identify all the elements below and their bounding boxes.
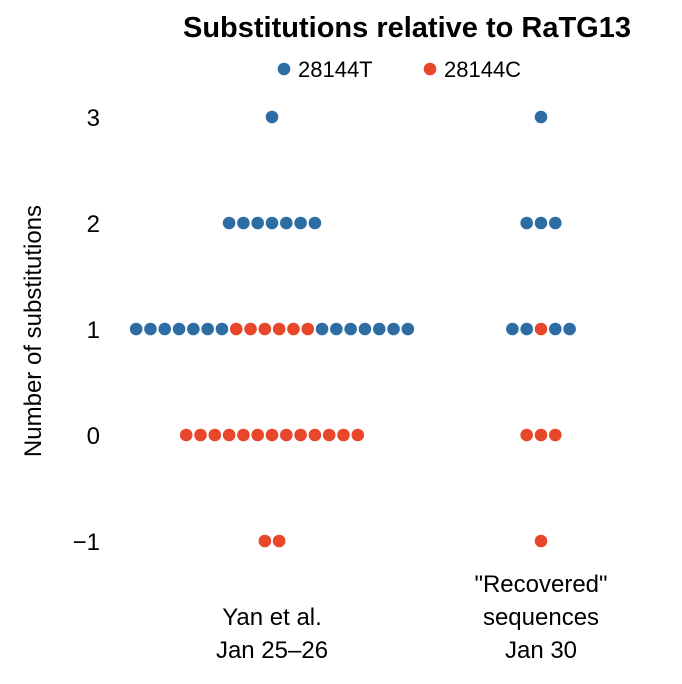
data-point-28144T bbox=[534, 216, 548, 230]
data-point-28144T bbox=[237, 216, 250, 230]
data-point-28144T bbox=[222, 216, 236, 230]
data-point-28144T bbox=[387, 322, 400, 336]
data-point-28144T bbox=[172, 322, 186, 336]
data-point-28144T bbox=[265, 216, 279, 230]
data-point-28144T bbox=[549, 216, 562, 230]
data-point-28144C bbox=[194, 428, 207, 442]
y-tick-label: 3 bbox=[87, 105, 100, 132]
data-point-28144T bbox=[158, 322, 172, 336]
legend-marker-28144C bbox=[423, 62, 437, 76]
data-point-28144C bbox=[258, 322, 272, 336]
data-point-28144C bbox=[287, 322, 300, 336]
x-tick-label: "Recovered" bbox=[474, 571, 607, 598]
y-tick-label: 2 bbox=[87, 211, 100, 238]
data-point-28144C bbox=[229, 322, 243, 336]
x-tick-label: Jan 25–26 bbox=[216, 637, 328, 664]
data-point-28144C bbox=[294, 428, 307, 442]
chart-title: Substitutions relative to RaTG13 bbox=[183, 12, 631, 44]
data-point-28144C bbox=[244, 322, 257, 336]
data-point-28144T bbox=[506, 322, 519, 336]
data-point-28144T bbox=[129, 322, 143, 336]
y-tick-label: 0 bbox=[87, 423, 100, 450]
data-point-28144C bbox=[222, 428, 236, 442]
data-point-28144T bbox=[144, 322, 157, 336]
legend-label-28144C: 28144C bbox=[444, 57, 521, 82]
y-tick-label: 1 bbox=[87, 317, 100, 344]
data-point-28144T bbox=[308, 216, 322, 230]
data-point-28144T bbox=[520, 216, 533, 230]
data-point-28144T bbox=[251, 216, 264, 230]
x-tick-label: Jan 30 bbox=[505, 637, 577, 664]
data-point-28144T bbox=[280, 216, 293, 230]
data-point-28144C bbox=[549, 428, 562, 442]
data-point-28144T bbox=[344, 322, 357, 336]
x-axis-ticks: Yan et al. Jan 25–26 "Recovered" sequences J… bbox=[216, 571, 608, 664]
data-point-28144T bbox=[330, 322, 343, 336]
data-point-28144T bbox=[401, 322, 415, 336]
data-point-28144T bbox=[294, 216, 307, 230]
data-point-28144C bbox=[322, 428, 336, 442]
data-point-28144T bbox=[563, 322, 576, 336]
data-point-28144C bbox=[208, 428, 222, 442]
data-point-28144C bbox=[265, 428, 279, 442]
data-point-28144C bbox=[534, 428, 548, 442]
data-point-28144C bbox=[272, 322, 286, 336]
legend-label-28144T: 28144T bbox=[298, 57, 373, 82]
data-point-28144C bbox=[520, 428, 533, 442]
y-tick-label: −1 bbox=[73, 529, 100, 556]
data-point-28144C bbox=[308, 428, 322, 442]
y-axis-ticks: 3 2 1 0 −1 bbox=[73, 105, 100, 556]
data-point-28144C bbox=[534, 534, 548, 548]
legend: 28144T 28144C bbox=[277, 57, 521, 82]
data-point-28144T bbox=[534, 110, 548, 124]
data-point-28144T bbox=[215, 322, 229, 336]
data-point-28144T bbox=[372, 322, 386, 336]
data-point-28144C bbox=[280, 428, 293, 442]
data-point-28144C bbox=[179, 428, 193, 442]
y-axis-label: Number of substitutions bbox=[20, 205, 47, 457]
data-point-28144C bbox=[351, 428, 365, 442]
data-point-28144C bbox=[237, 428, 250, 442]
data-point-28144T bbox=[358, 322, 372, 336]
data-point-28144C bbox=[258, 534, 272, 548]
data-point-28144T bbox=[315, 322, 329, 336]
data-point-28144C bbox=[301, 322, 315, 336]
data-point-28144C bbox=[251, 428, 264, 442]
data-point-28144C bbox=[337, 428, 350, 442]
data-point-28144T bbox=[549, 322, 562, 336]
dots bbox=[129, 110, 576, 548]
data-point-28144T bbox=[265, 110, 279, 124]
data-point-28144T bbox=[201, 322, 214, 336]
x-tick-label: Yan et al. bbox=[222, 604, 322, 631]
data-point-28144T bbox=[187, 322, 200, 336]
data-point-28144T bbox=[520, 322, 533, 336]
data-point-28144C bbox=[534, 322, 548, 336]
x-tick-label: sequences bbox=[483, 604, 599, 631]
legend-marker-28144T bbox=[277, 62, 291, 76]
data-point-28144C bbox=[272, 534, 286, 548]
